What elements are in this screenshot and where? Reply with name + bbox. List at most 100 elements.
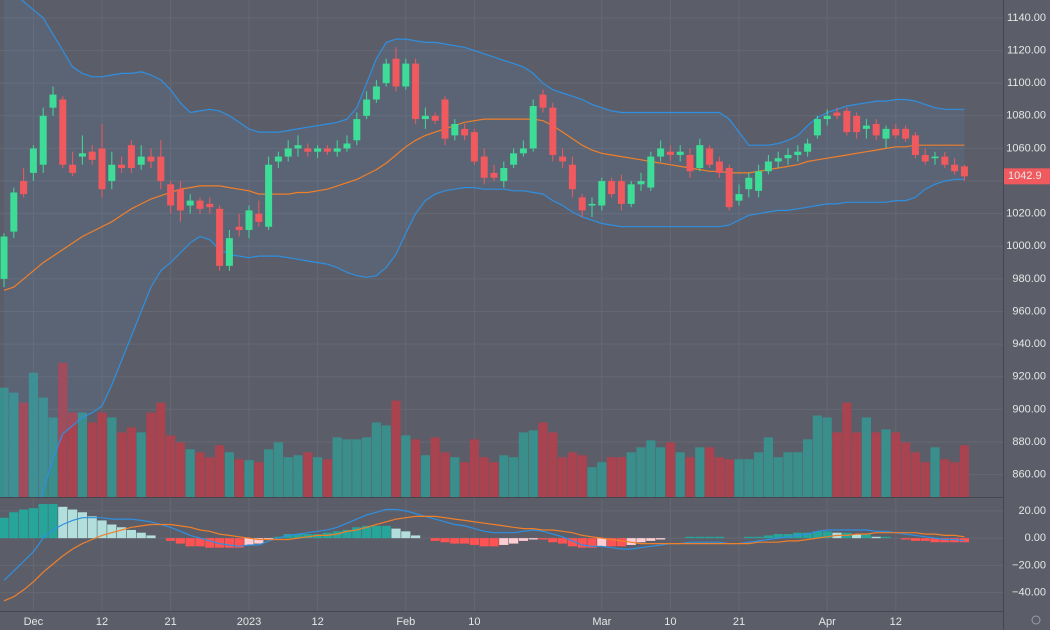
- macd-histogram-bar: [587, 538, 597, 548]
- macd-histogram-bar: [332, 531, 342, 539]
- candle-body: [314, 148, 322, 152]
- macd-histogram-bar: [244, 538, 254, 545]
- volume-bar: [675, 452, 685, 497]
- macd-histogram-bar: [881, 536, 891, 539]
- candle-body: [176, 189, 184, 211]
- volume-bar: [558, 457, 568, 497]
- candle-body: [647, 156, 655, 188]
- volume-bar: [68, 412, 78, 497]
- candle-body: [715, 161, 723, 173]
- candle-body: [637, 181, 645, 185]
- signal-line: [3, 515, 965, 602]
- macd-histogram-bar: [303, 534, 313, 539]
- macd-histogram-bar: [381, 525, 391, 539]
- volume-bar: [548, 432, 558, 497]
- volume-bar: [87, 422, 97, 497]
- volume-bar: [303, 452, 313, 497]
- volume-bar: [28, 372, 38, 497]
- volume-bar: [734, 459, 744, 497]
- candle-body: [764, 161, 772, 172]
- x-tick-label: 10: [664, 616, 676, 628]
- volume-bar: [695, 447, 705, 497]
- macd-histogram-bar: [68, 509, 78, 539]
- candle-body: [88, 151, 96, 160]
- band-fill: [4, 0, 965, 497]
- volume-bar: [254, 462, 264, 497]
- candle-body: [451, 123, 459, 136]
- macd-histogram-bar: [273, 536, 283, 539]
- volume-bar: [362, 437, 372, 497]
- volume-bar: [0, 387, 9, 497]
- volume-bar: [489, 462, 499, 497]
- macd-histogram-bar: [48, 504, 58, 539]
- candle-body: [921, 154, 929, 162]
- macd-tick-label: 20.00: [1018, 505, 1046, 517]
- x-tick-label: Feb: [396, 616, 415, 628]
- candle-body: [10, 192, 18, 232]
- volume-bar: [401, 435, 411, 497]
- macd-histogram-bar: [636, 538, 646, 543]
- macd-histogram-bar: [910, 538, 920, 541]
- volume-bar: [607, 457, 617, 497]
- candle-body: [784, 154, 792, 159]
- candle-body: [529, 106, 537, 149]
- candle-body: [872, 123, 880, 136]
- x-tick-label: 21: [164, 616, 176, 628]
- volume-bar: [19, 402, 29, 497]
- candle-body: [598, 181, 606, 206]
- x-tick-label: 21: [733, 616, 745, 628]
- candle-body: [951, 164, 959, 172]
- candle-body: [372, 86, 380, 100]
- macd-histogram-bar: [264, 538, 274, 540]
- volume-bar: [175, 442, 185, 497]
- macd-histogram-bar: [607, 538, 617, 547]
- volume-bar: [822, 417, 832, 497]
- macd-histogram-bar: [567, 538, 577, 547]
- macd-histogram-bar: [107, 524, 117, 539]
- candle-body: [833, 112, 841, 116]
- macd-histogram-bar: [469, 538, 479, 545]
- volume-bar: [332, 437, 342, 497]
- candle-body: [549, 107, 557, 155]
- candle-body: [363, 99, 371, 116]
- settings-icon[interactable]: [1031, 615, 1041, 625]
- volume-bar: [950, 462, 960, 497]
- candle-body: [559, 156, 567, 162]
- macd-histogram-bar: [959, 538, 969, 543]
- candle-body: [960, 166, 968, 177]
- candle-body: [39, 115, 47, 165]
- volume-bar: [371, 422, 381, 497]
- y-tick-label: 1000.00: [1006, 240, 1046, 252]
- macd-histogram-bar: [695, 536, 705, 539]
- candle-body: [0, 236, 8, 279]
- candle-body: [98, 148, 106, 190]
- y-tick-label: 920.00: [1012, 371, 1046, 383]
- macd-histogram-bar: [558, 538, 568, 544]
- macd-histogram-bar: [0, 517, 9, 539]
- volume-bar: [861, 417, 871, 497]
- macd-histogram-bar: [577, 538, 587, 548]
- macd-histogram-bar: [185, 538, 195, 547]
- volume-bar: [234, 459, 244, 497]
- volume-bar: [959, 445, 969, 497]
- macd-tick-label: −20.00: [1012, 559, 1046, 571]
- candle-body: [245, 210, 253, 230]
- macd-histogram-bar: [450, 538, 460, 544]
- volume-bar: [450, 457, 460, 497]
- macd-histogram-bar: [518, 538, 528, 541]
- candle-body: [294, 145, 302, 149]
- volume-bar: [430, 437, 440, 497]
- volume-bar: [597, 462, 607, 497]
- volume-bar: [754, 452, 764, 497]
- candle-body: [470, 132, 478, 162]
- candle-body: [804, 143, 812, 152]
- candle-body: [519, 148, 527, 154]
- macd-histogram-bar: [205, 538, 215, 548]
- volume-bar: [852, 432, 862, 497]
- candle-body: [461, 128, 469, 136]
- volume-bar: [518, 432, 528, 497]
- volume-bar: [616, 457, 626, 497]
- macd-histogram-bar: [548, 538, 558, 543]
